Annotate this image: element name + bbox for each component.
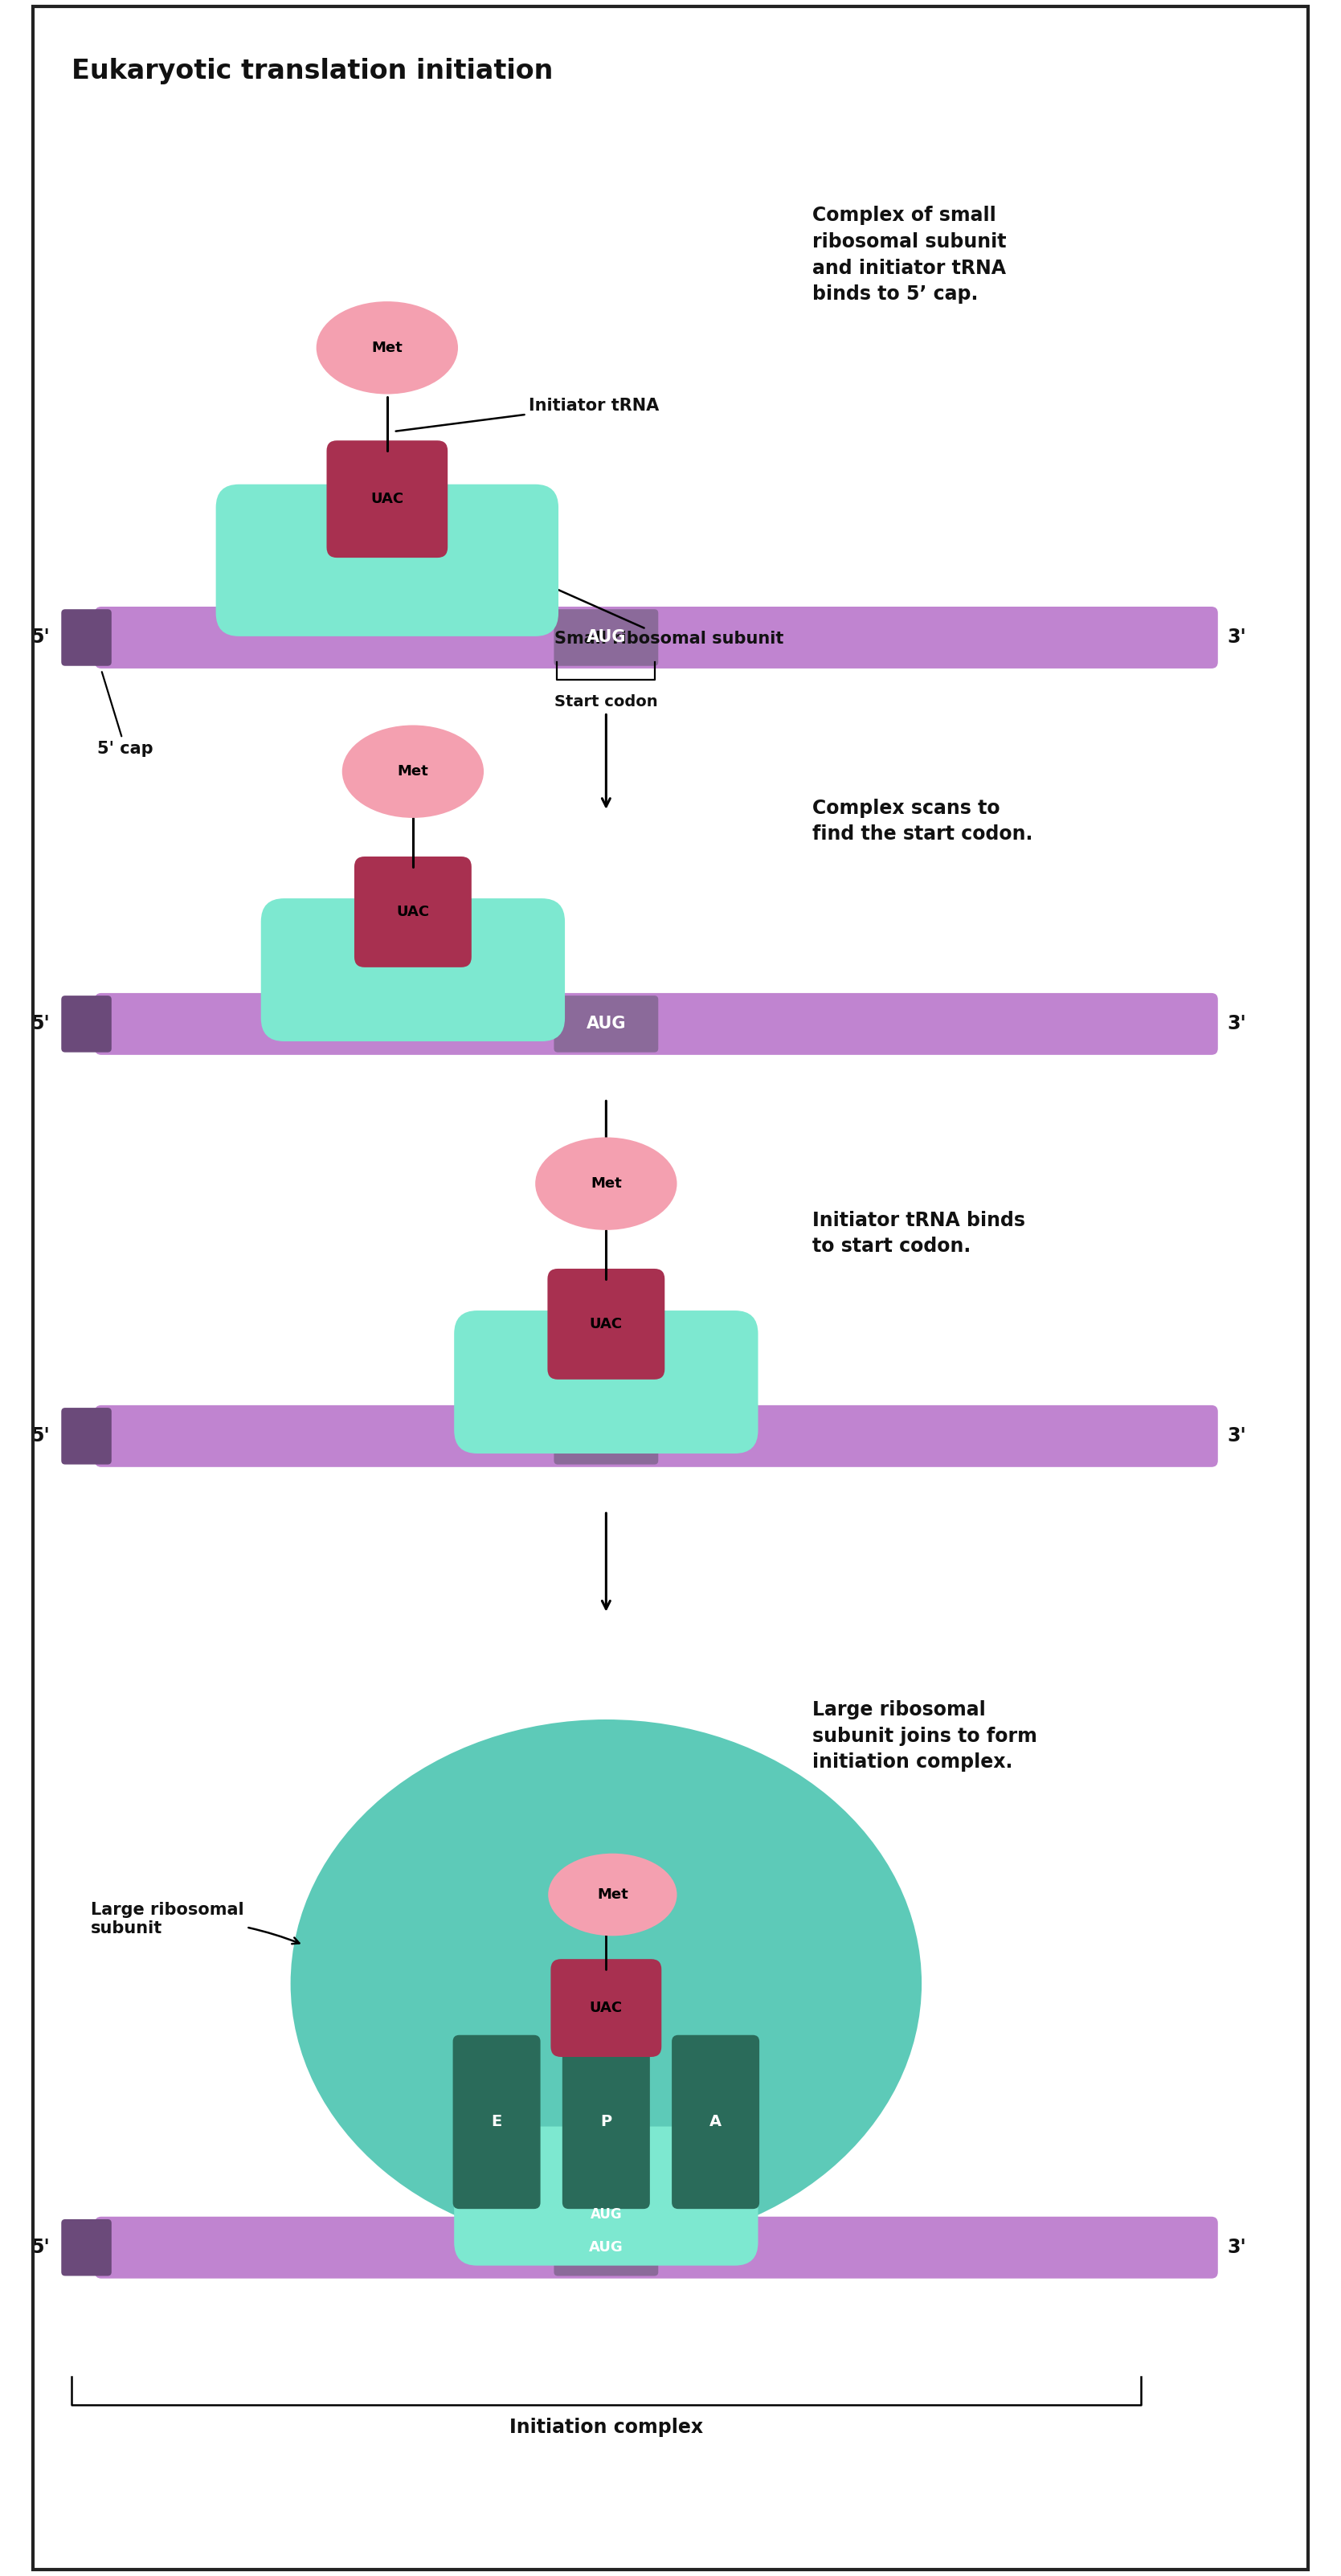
Text: Large ribosomal
subunit joins to form
initiation complex.: Large ribosomal subunit joins to form in… — [813, 1700, 1037, 1772]
Text: Initiator tRNA binds
to start codon.: Initiator tRNA binds to start codon. — [813, 1211, 1025, 1257]
Ellipse shape — [535, 1139, 677, 1231]
FancyBboxPatch shape — [672, 2035, 759, 2210]
FancyBboxPatch shape — [554, 2221, 658, 2277]
FancyBboxPatch shape — [62, 611, 111, 665]
Text: AUG: AUG — [586, 2239, 626, 2257]
Text: 5': 5' — [31, 1427, 50, 1445]
Text: AUG: AUG — [586, 629, 626, 647]
Text: Eukaryotic translation initiation: Eukaryotic translation initiation — [71, 59, 554, 85]
Text: P: P — [601, 2115, 611, 2130]
Text: E: E — [491, 2115, 502, 2130]
Ellipse shape — [342, 726, 484, 819]
FancyBboxPatch shape — [62, 2221, 111, 2277]
FancyBboxPatch shape — [547, 1270, 665, 1381]
FancyBboxPatch shape — [62, 994, 111, 1051]
Text: Initiation complex: Initiation complex — [510, 2416, 703, 2437]
Text: 5' cap: 5' cap — [98, 672, 153, 757]
Ellipse shape — [548, 1855, 677, 1937]
FancyBboxPatch shape — [554, 994, 658, 1051]
FancyBboxPatch shape — [562, 2035, 650, 2210]
Text: ’((: ’(( — [322, 902, 346, 922]
FancyBboxPatch shape — [95, 992, 1218, 1056]
Text: 5': 5' — [31, 2239, 50, 2257]
FancyBboxPatch shape — [551, 1960, 661, 2056]
Text: 3': 3' — [1227, 1427, 1246, 1445]
Text: UAC: UAC — [397, 904, 429, 920]
Text: AUG: AUG — [590, 2208, 622, 2221]
Text: AUG: AUG — [589, 2241, 624, 2254]
Text: Complex scans to
find the start codon.: Complex scans to find the start codon. — [813, 799, 1033, 845]
Text: Met: Met — [397, 765, 429, 778]
Text: Large ribosomal
subunit: Large ribosomal subunit — [91, 1901, 299, 1945]
Text: Met: Met — [597, 1888, 628, 1901]
Text: UAC: UAC — [370, 492, 404, 507]
FancyBboxPatch shape — [327, 440, 448, 559]
FancyBboxPatch shape — [455, 1311, 758, 1453]
FancyBboxPatch shape — [455, 2128, 758, 2267]
Text: Met: Met — [371, 340, 402, 355]
Text: Start codon: Start codon — [554, 696, 658, 708]
FancyBboxPatch shape — [95, 1406, 1218, 1468]
FancyBboxPatch shape — [453, 2035, 540, 2210]
Text: UAC: UAC — [590, 2002, 622, 2014]
Text: 3': 3' — [1227, 629, 1246, 647]
Text: 3': 3' — [1227, 1015, 1246, 1033]
FancyBboxPatch shape — [95, 605, 1218, 670]
Text: Met: Met — [590, 1177, 622, 1190]
Text: 5': 5' — [31, 629, 50, 647]
FancyBboxPatch shape — [216, 484, 558, 636]
FancyBboxPatch shape — [554, 1406, 658, 1463]
Text: UAC: UAC — [590, 1316, 622, 1332]
Text: Complex of small
ribosomal subunit
and initiator tRNA
binds to 5’ cap.: Complex of small ribosomal subunit and i… — [813, 206, 1006, 304]
Ellipse shape — [291, 1721, 921, 2246]
Ellipse shape — [316, 301, 459, 394]
Text: AUG: AUG — [586, 1015, 626, 1033]
Text: AUG: AUG — [586, 1427, 626, 1445]
FancyBboxPatch shape — [261, 899, 565, 1041]
Text: Small ribosomal subunit: Small ribosomal subunit — [538, 580, 784, 647]
Text: 5': 5' — [31, 1015, 50, 1033]
Text: 3': 3' — [1227, 2239, 1246, 2257]
FancyBboxPatch shape — [554, 611, 658, 665]
FancyBboxPatch shape — [95, 2215, 1218, 2280]
Text: A: A — [709, 2115, 721, 2130]
Text: Initiator tRNA: Initiator tRNA — [396, 397, 660, 430]
FancyBboxPatch shape — [354, 858, 472, 969]
FancyBboxPatch shape — [62, 1406, 111, 1463]
